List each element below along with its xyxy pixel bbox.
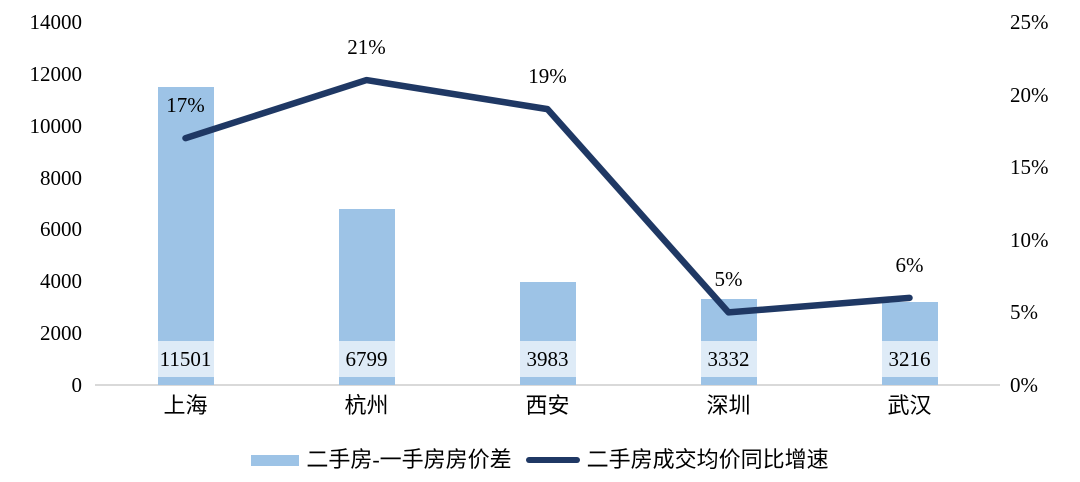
x-axis-line [95, 384, 1000, 386]
bar-value-label: 3216 [881, 340, 938, 377]
y-axis-tick-left: 6000 [40, 217, 82, 242]
category-label: 上海 [163, 393, 208, 418]
y-axis-tick-right: 0% [1010, 373, 1038, 397]
bar-value-label: 3983 [519, 340, 576, 377]
line-point-label: 6% [895, 252, 924, 277]
bar-value-label: 11501 [157, 340, 214, 377]
legend: 二手房-一手房房价差 二手房成交均价同比增速 [0, 447, 1080, 473]
y-axis-tick-left: 12000 [29, 61, 83, 86]
bar: 3983 [519, 281, 576, 385]
bar-value-label: 3332 [700, 340, 757, 377]
line-series-label: 二手房成交均价同比增速 [586, 447, 829, 472]
line-series [182, 76, 913, 316]
y-axis-tick-right: 15% [1010, 155, 1049, 180]
line-point-label: 19% [528, 64, 567, 89]
category-label: 武汉 [887, 393, 932, 418]
legend-item-line-series: 二手房成交均价同比增速 [525, 447, 829, 473]
line-series-swatch [525, 457, 580, 463]
category-label: 深圳 [706, 393, 751, 418]
y-axis-tick-right: 10% [1010, 227, 1049, 252]
y-axis-tick-right: 25% [1010, 10, 1049, 34]
line-point-label: 5% [714, 267, 743, 292]
line-point-label: 21% [347, 35, 386, 60]
bar-series-label: 二手房-一手房房价差 [306, 447, 512, 472]
y-axis-tick-left: 0 [71, 373, 83, 397]
y-axis-tick-left: 4000 [40, 269, 82, 294]
y-axis-tick-left: 14000 [29, 10, 83, 34]
bar-series-swatch [251, 454, 300, 466]
legend-item-bar-series: 二手房-一手房房价差 [251, 447, 512, 473]
y-axis-tick-left: 2000 [40, 321, 82, 346]
bar-value-label: 6799 [338, 340, 395, 377]
y-axis-tick-right: 20% [1010, 82, 1049, 107]
y-axis-tick-left: 10000 [29, 113, 83, 138]
y-axis-tick-left: 8000 [40, 165, 82, 190]
category-label: 西安 [525, 393, 570, 418]
y-axis-tick-right: 5% [1010, 300, 1038, 325]
bar: 3216 [881, 301, 938, 385]
bar: 6799 [338, 208, 395, 385]
category-label: 杭州 [344, 393, 389, 418]
line-point-label: 17% [166, 93, 205, 118]
